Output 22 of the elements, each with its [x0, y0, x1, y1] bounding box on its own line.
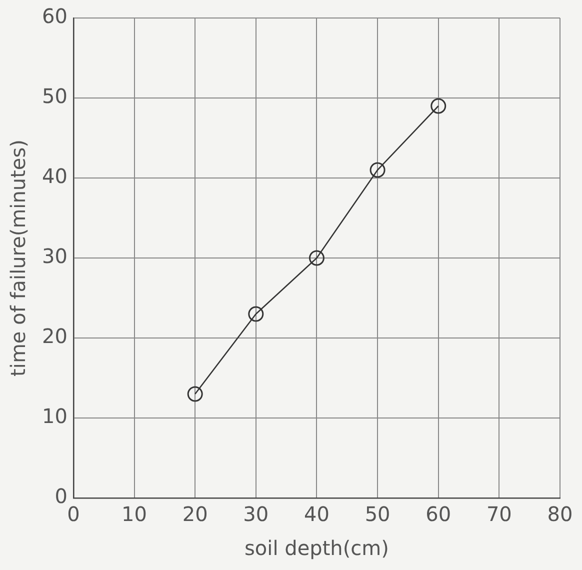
- point: [248, 306, 264, 322]
- y-tick-label: 10: [42, 404, 68, 428]
- x-tick-label: 50: [364, 502, 390, 526]
- x-tick-label: 40: [304, 502, 330, 526]
- x-tick-label: 70: [486, 502, 512, 526]
- y-axis-title: time of failure(minutes): [6, 140, 30, 376]
- point: [370, 162, 386, 178]
- x-tick-label: 10: [122, 502, 147, 526]
- point: [187, 386, 203, 402]
- y-tick-label: 50: [42, 84, 68, 108]
- y-tick-label: 60: [42, 4, 68, 28]
- x-tick-label: 60: [426, 502, 452, 526]
- y-tick-label: 40: [42, 164, 68, 188]
- x-tick-label: 30: [243, 502, 269, 526]
- x-tick-label: 80: [547, 502, 573, 526]
- point: [308, 250, 324, 266]
- x-axis-title: soil depth(cm): [244, 536, 389, 560]
- point: [430, 98, 446, 114]
- x-tick-label: 20: [182, 502, 208, 526]
- y-tick-label: 0: [54, 484, 68, 508]
- y-tick-label: 20: [42, 324, 68, 348]
- y-tick-label: 30: [42, 244, 68, 268]
